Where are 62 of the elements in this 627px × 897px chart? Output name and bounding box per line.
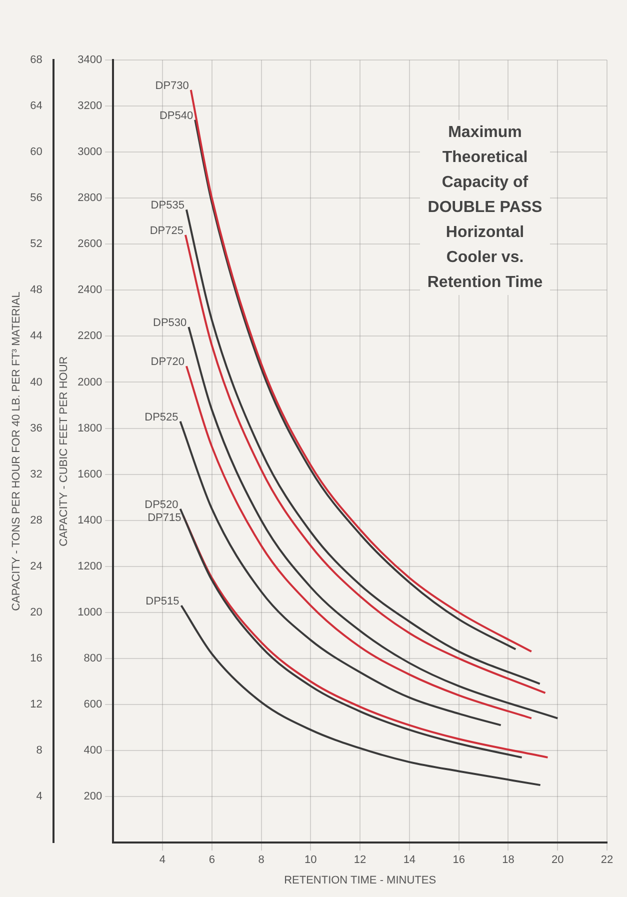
- y2-tick-label: 68: [30, 54, 42, 66]
- y-tick-label: 1000: [78, 606, 102, 618]
- y2-tick-label: 56: [30, 192, 42, 204]
- y2-tick-label: 20: [30, 606, 42, 618]
- y-tick-label: 3400: [78, 54, 102, 66]
- series-label: DP725: [150, 224, 184, 237]
- y-tick-label: 2600: [78, 238, 102, 250]
- y-tick-label: 400: [84, 744, 102, 757]
- y-tick-label: 200: [84, 790, 102, 803]
- x-tick-label: 8: [258, 854, 264, 866]
- series-label: DP720: [150, 356, 184, 368]
- x-tick-label: 4: [159, 854, 166, 866]
- y2-tick-label: 8: [36, 744, 42, 757]
- x-tick-label: 18: [502, 854, 514, 866]
- x-tick-label: 14: [403, 854, 416, 866]
- line-series: [179, 420, 502, 726]
- y2-tick-label: 16: [30, 652, 42, 664]
- x-tick-label: 6: [208, 854, 215, 866]
- x-axis-title: RETENTION TIME - MINUTES: [284, 874, 436, 886]
- y-tick-label: 2200: [78, 330, 102, 342]
- series-label: DP520: [144, 498, 178, 511]
- series-label: DP530: [153, 317, 187, 330]
- y-tick-label: 2400: [78, 284, 102, 296]
- y2-tick-label: 40: [30, 376, 42, 388]
- y2-tick-label: 28: [30, 514, 42, 526]
- series-label: DP730: [155, 80, 189, 92]
- y-tick-label: 800: [84, 652, 102, 664]
- y2-tick-label: 12: [30, 698, 42, 711]
- line-series: [188, 326, 559, 720]
- y-tick-label: 1800: [78, 422, 102, 434]
- series-label: DP715: [148, 512, 182, 524]
- y2-tick-label: 4: [36, 790, 42, 803]
- y2-tick-label: 64: [30, 100, 42, 112]
- y-tick-label: 3000: [78, 146, 102, 158]
- y2-tick-label: 32: [30, 468, 42, 480]
- x-tick-label: 12: [354, 854, 366, 866]
- x-tick-label: 10: [304, 854, 317, 866]
- y-tick-label: 2000: [78, 376, 102, 388]
- y-tick-label: 1600: [78, 468, 102, 480]
- line-series: [185, 365, 532, 720]
- x-tick-label: 16: [452, 854, 465, 866]
- y2-tick-label: 48: [30, 284, 42, 296]
- text: Maximum Theoretical Capacity of DOUBLE PASS Horizontal Cooler vs. Retention Time: [420, 120, 550, 295]
- y-tick-label: 2800: [78, 192, 102, 204]
- y-tick-label: 3200: [78, 100, 102, 112]
- y2-tick-label: 52: [30, 238, 42, 250]
- y-axis-title: CAPACITY - CUBIC FEET PER HOUR: [58, 356, 70, 546]
- y2-tick-label: 24: [30, 560, 42, 572]
- y2-tick-label: 60: [30, 146, 42, 158]
- y-tick-label: 1400: [78, 514, 102, 526]
- y2-tick-label: 36: [30, 422, 42, 434]
- y2-tick-label: 44: [30, 330, 42, 342]
- x-tick-label: 20: [551, 854, 564, 866]
- series-label: DP525: [144, 411, 178, 424]
- y2-axis-title: CAPACITY - TONS PER HOUR FOR 40 LB. PER FT³ MATERIAL: [10, 292, 23, 611]
- series-label: DP540: [159, 110, 194, 122]
- series-label: DP515: [146, 596, 180, 608]
- line-series: [180, 604, 542, 786]
- x-tick-label: 22: [600, 854, 614, 866]
- y-tick-label: 600: [84, 698, 102, 711]
- y-tick-label: 1200: [78, 560, 102, 572]
- series-label: DP535: [150, 200, 184, 212]
